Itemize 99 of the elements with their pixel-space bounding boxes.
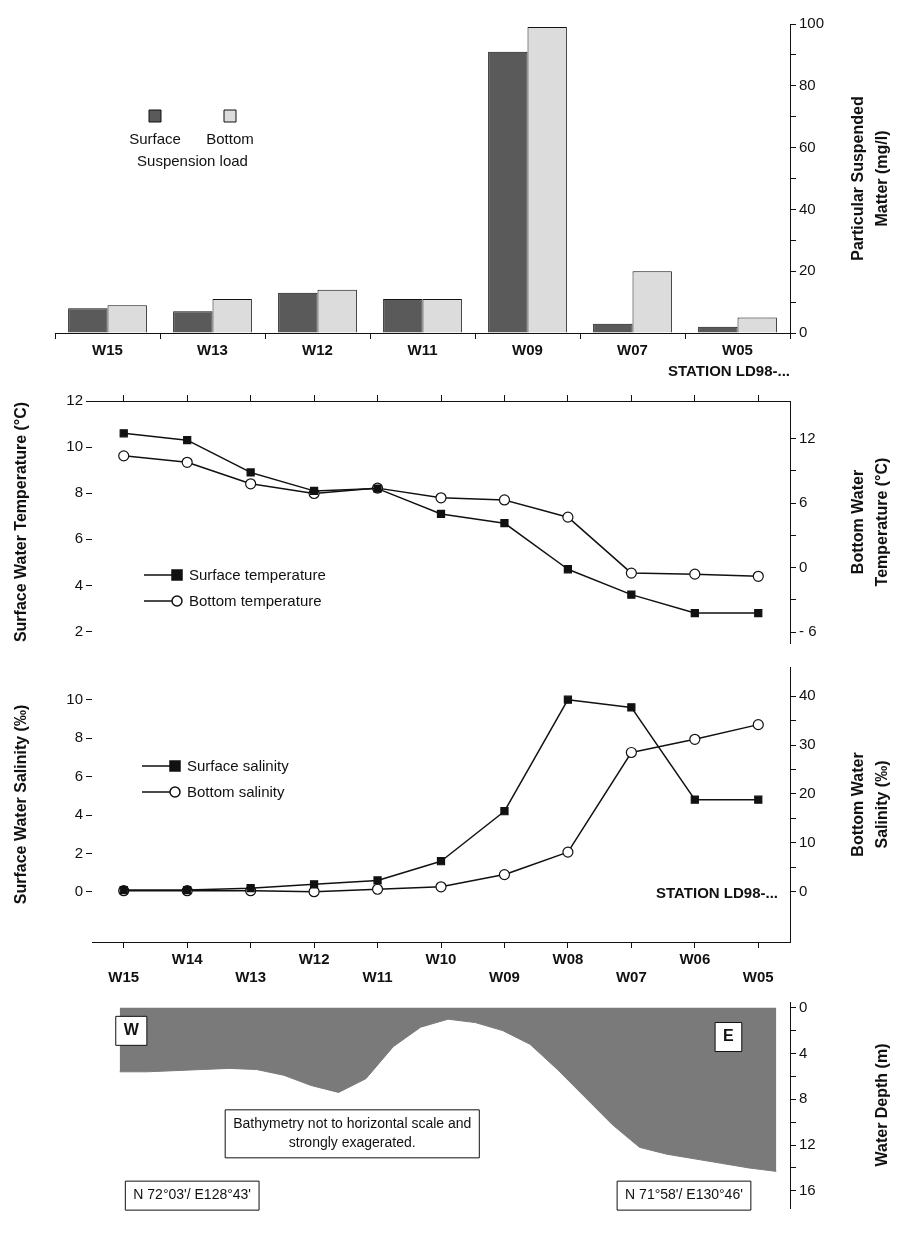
x-tick-label: W06 — [679, 950, 711, 968]
point — [118, 450, 130, 462]
x-tick-label: W13 — [235, 968, 267, 986]
point — [435, 881, 447, 893]
annotation: N 72°03'/ E128°43' — [133, 1186, 252, 1203]
point — [563, 695, 573, 704]
x-tick-label: W12 — [302, 341, 333, 359]
point — [181, 456, 193, 468]
y-tick-label: 4 — [74, 575, 83, 593]
point — [690, 795, 699, 804]
point — [436, 509, 446, 519]
x-tick-label: W14 — [171, 950, 204, 968]
x-tick-label: W05 — [722, 341, 753, 359]
point — [754, 608, 763, 618]
point — [500, 519, 509, 528]
legend-label: Bottom — [206, 130, 254, 148]
y-axis-title: Surface Water Salinity (‰) — [12, 704, 30, 905]
point — [627, 703, 636, 712]
y2-tick-label: 30 — [799, 735, 816, 753]
x-tick-label: W13 — [197, 341, 228, 359]
y-tick-label: 100 — [799, 14, 825, 32]
x-tick-label: W09 — [512, 341, 543, 359]
point — [498, 494, 511, 506]
y-tick-label: 8 — [74, 728, 83, 746]
annotation: Bathymetry not to horizontal scale and strongly exagerated. — [233, 1115, 472, 1151]
y-tick-label: 0 — [799, 997, 808, 1015]
point — [752, 570, 764, 582]
y-tick-label: 4 — [74, 805, 83, 823]
x-tick-label: W11 — [362, 968, 393, 986]
point — [500, 807, 509, 816]
x-tick-label: W05 — [742, 968, 774, 986]
x-axis-title: STATION LD98-... — [668, 362, 790, 380]
y-tick-label: 10 — [66, 437, 83, 455]
point — [752, 719, 764, 731]
point — [119, 429, 128, 438]
y-axis-title: Particular Suspended Matter (mg/l) — [849, 96, 891, 261]
x-axis-title: STATION LD98-... — [656, 884, 778, 902]
y-axis-title: Surface Water Temperature (°C) — [12, 401, 30, 643]
y-tick-label: 40 — [799, 199, 816, 217]
point — [309, 486, 319, 496]
y-tick-label: 10 — [66, 689, 83, 707]
point — [689, 733, 701, 745]
point — [563, 565, 573, 574]
x-tick-label: W15 — [92, 341, 123, 359]
y-tick-label: 2 — [74, 621, 83, 639]
y-tick-label: 2 — [74, 843, 83, 861]
point — [245, 478, 257, 490]
y-tick-label: 16 — [799, 1180, 816, 1198]
annotation: W — [123, 1021, 140, 1039]
point — [308, 886, 320, 898]
legend-label: Bottom temperature — [189, 591, 322, 611]
y-tick-label: 6 — [74, 529, 83, 547]
point — [309, 880, 319, 889]
y-tick-label: 60 — [799, 137, 816, 155]
y-tick-label: 8 — [74, 483, 83, 501]
x-tick-label: W07 — [617, 341, 648, 359]
x-tick-label: W15 — [108, 968, 140, 986]
annotation: N 71°58'/ E130°46' — [625, 1186, 743, 1203]
legend-label: Surface salinity — [187, 756, 289, 776]
point — [373, 876, 382, 885]
y2-tick-label: - 6 — [799, 622, 817, 640]
legend-label: Surface — [129, 130, 181, 148]
y-tick-label: 80 — [799, 75, 816, 93]
y-tick-label: 12 — [66, 391, 83, 409]
annotation: E — [723, 1027, 735, 1045]
x-tick-label: W12 — [298, 950, 330, 968]
y2-axis-title: Bottom Water Salinity (‰) — [849, 752, 891, 857]
point — [627, 590, 636, 599]
point — [246, 468, 255, 477]
point — [498, 868, 511, 881]
point — [562, 846, 574, 858]
y-tick-label: 0 — [74, 882, 83, 900]
point — [625, 746, 637, 759]
y-tick-label: 20 — [799, 261, 816, 279]
y-tick-label: 0 — [799, 323, 808, 341]
point — [436, 857, 446, 866]
x-tick-label: W08 — [552, 950, 584, 968]
x-tick-label: W11 — [407, 341, 438, 359]
point — [689, 568, 701, 580]
legend-label: Bottom salinity — [187, 782, 285, 802]
y-tick-label: 6 — [74, 766, 83, 784]
legend-label: Surface temperature — [189, 565, 326, 585]
point — [562, 511, 574, 523]
y-axis-title: Water Depth (m) — [873, 1043, 891, 1167]
x-tick-label: W09 — [489, 968, 520, 986]
point — [246, 884, 255, 893]
point — [625, 567, 637, 579]
point — [435, 492, 447, 504]
x-tick-label: W10 — [425, 950, 457, 968]
x-tick-label: W07 — [615, 968, 647, 986]
legend-title: Suspension load — [137, 152, 248, 170]
point — [690, 608, 699, 618]
point — [183, 436, 192, 445]
point — [371, 883, 384, 895]
y-tick-label: 8 — [799, 1089, 808, 1107]
y-tick-label: 4 — [799, 1043, 808, 1061]
y-tick-label: 12 — [799, 1135, 816, 1153]
point — [754, 795, 763, 804]
y2-axis-title: Bottom Water Temperature (°C) — [849, 457, 891, 587]
